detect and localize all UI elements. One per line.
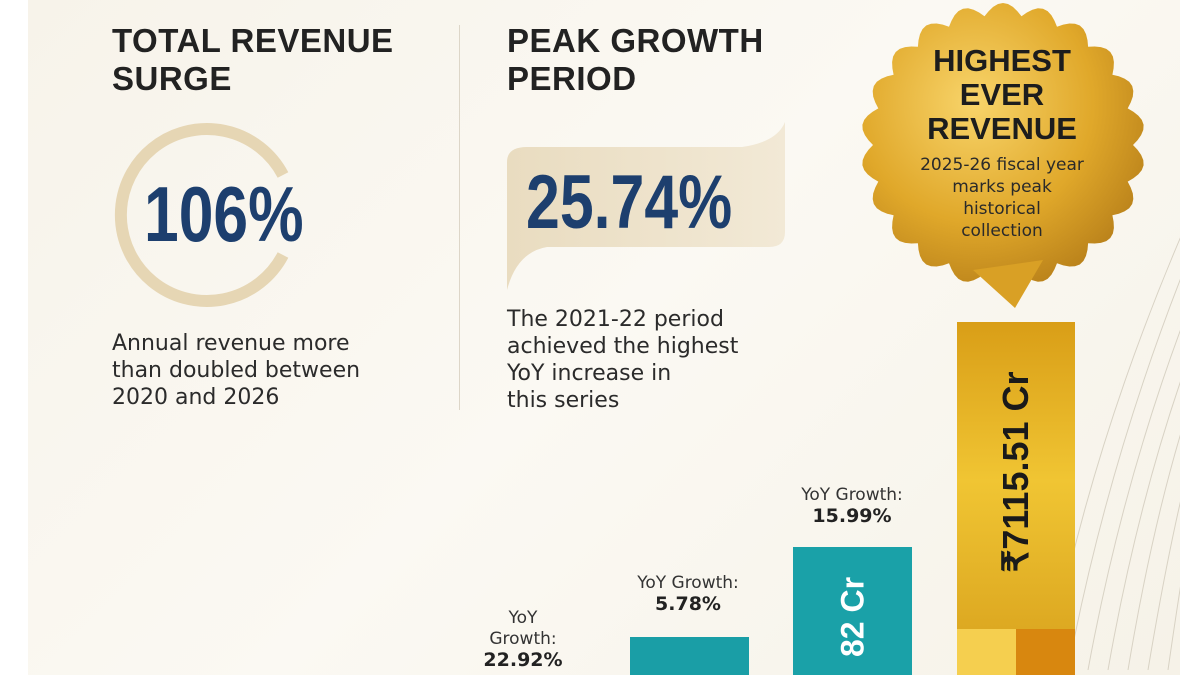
revenue-surge-value: 106% — [144, 170, 304, 258]
bar-segment — [957, 629, 1016, 675]
yoy-label-1: YoY Growth: 22.92% — [483, 608, 563, 671]
peak-growth-desc: The 2021-22 period achieved the highest Yo… — [507, 307, 739, 413]
bar-3: 82 Cr — [793, 547, 912, 675]
decorative-lines — [1047, 237, 1180, 670]
bar-2 — [630, 637, 749, 675]
bar-3-value: 82 Cr — [834, 577, 870, 658]
yoy-label-2: YoY Growth: 5.78% — [637, 573, 739, 615]
peak-growth-title: PEAK GROWTH PERIOD — [507, 22, 764, 97]
ring-icon — [114, 123, 289, 307]
bar-segment — [1016, 629, 1075, 675]
banner-shape — [507, 122, 785, 290]
infographic: TOTAL REVENUE SURGE 106% Annual revenue m… — [28, 0, 1180, 675]
bar-4-highlight: ₹7115.51 Cr — [957, 322, 1075, 675]
gold-badge-icon — [862, 3, 1144, 308]
badge-subtext: 2025-26 fiscal year marks peak historical c… — [920, 155, 1084, 241]
divider — [459, 25, 460, 410]
revenue-surge-title: TOTAL REVENUE SURGE — [112, 22, 394, 97]
bar-4-value: ₹7115.51 Cr — [995, 371, 1036, 573]
badge-heading: HIGHEST EVER REVENUE — [927, 43, 1077, 146]
peak-growth-value: 25.74% — [526, 160, 733, 245]
yoy-label-3: YoY Growth: 15.99% — [801, 485, 903, 527]
revenue-surge-desc: Annual revenue more than doubled between 2… — [112, 331, 361, 410]
